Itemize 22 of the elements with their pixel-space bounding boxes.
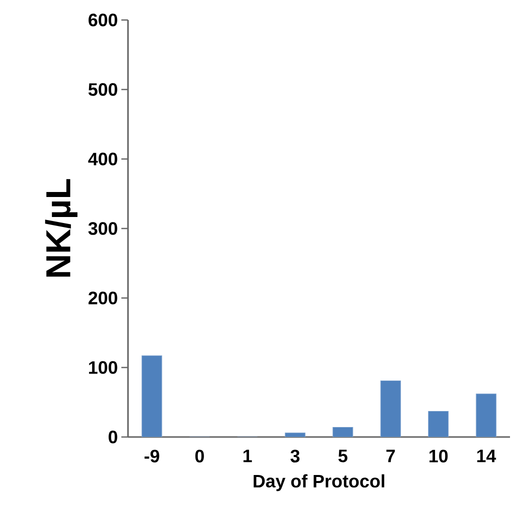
y-tick-label: 100	[89, 361, 118, 374]
y-tick-label: 0	[108, 430, 118, 444]
x-tick-label: 1	[243, 450, 252, 462]
x-tick-label: 10	[429, 450, 448, 462]
y-tick-label: 300	[88, 222, 118, 235]
y-tick-label: 500	[88, 83, 118, 96]
x-tick-label: 14	[477, 450, 496, 462]
bar	[380, 380, 401, 437]
bar	[332, 427, 353, 437]
bar	[142, 355, 162, 437]
y-tick-label: 600	[88, 14, 118, 26]
x-tick-label: -9	[144, 450, 160, 462]
y-tick-label: 200	[88, 292, 118, 304]
y-axis-title: NK/µL	[45, 179, 78, 277]
x-tick-label: 3	[290, 450, 300, 462]
y-tick-label: 400	[88, 152, 118, 166]
x-axis-title: Day of Protocol	[254, 474, 384, 492]
bar	[476, 394, 496, 437]
x-tick-label: 5	[338, 450, 348, 462]
x-tick-label: 0	[195, 450, 204, 462]
x-tick-label: 7	[386, 450, 395, 462]
bar	[428, 411, 449, 437]
